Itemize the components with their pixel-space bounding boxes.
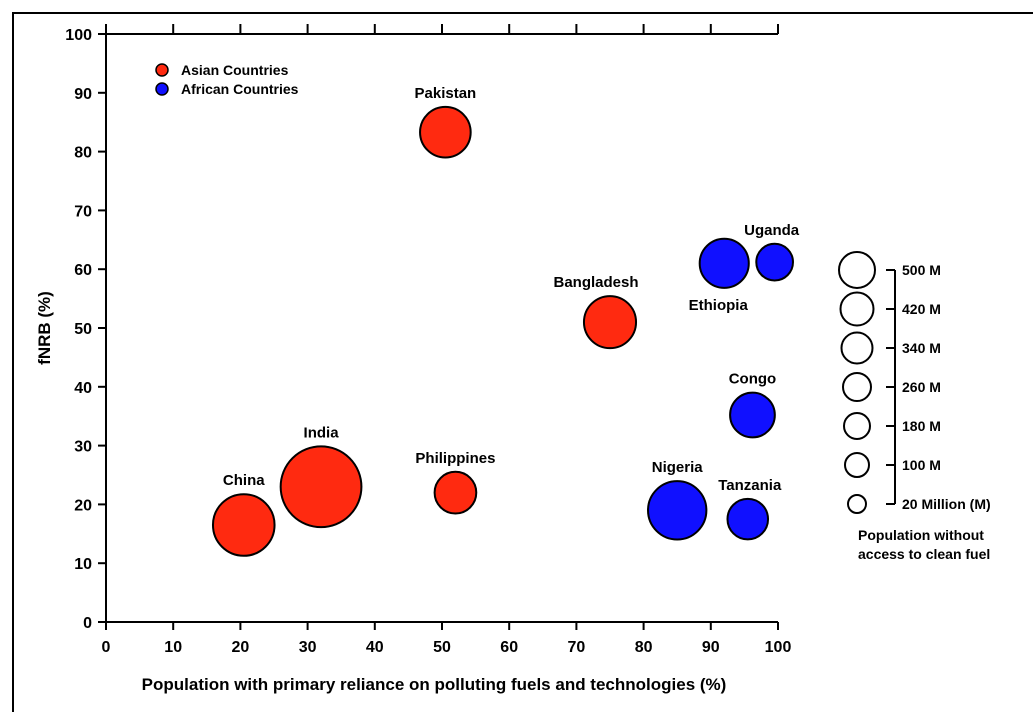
data-point [419, 105, 472, 159]
size-legend-label: 20 Million (M) [902, 496, 991, 512]
x-tick-label: 0 [102, 639, 111, 656]
legend-marker [155, 63, 169, 77]
size-legend-circle [843, 412, 871, 440]
point-label: Philippines [415, 450, 495, 467]
y-tick-label: 70 [74, 203, 92, 220]
x-axis-label: Population with primary reliance on poll… [142, 675, 727, 694]
x-tick-label: 90 [702, 639, 720, 656]
legend-marker [155, 82, 169, 96]
point-label: Uganda [744, 222, 800, 239]
size-legend-title: Population without [858, 527, 984, 543]
x-tick-label: 100 [765, 639, 792, 656]
y-tick-label: 100 [65, 27, 92, 44]
point-label: China [223, 472, 265, 489]
size-legend-label: 180 M [902, 418, 941, 434]
legend-label: Asian Countries [181, 62, 289, 78]
point-label: Tanzania [718, 477, 782, 494]
point-label: Pakistan [415, 85, 477, 102]
data-point [729, 391, 776, 439]
data-point [726, 497, 770, 541]
x-tick-label: 70 [568, 639, 586, 656]
scatter-chart: 0 10 20 30 40 50 60 70 80 90 100 0 10 20 30 40 50 60 70 80 9… [35, 24, 991, 694]
size-legend-title: access to clean fuel [858, 546, 990, 562]
x-tick-label: 40 [366, 639, 384, 656]
size-legend-label: 420 M [902, 301, 941, 317]
size-legend-circle [847, 494, 867, 514]
x-tick-label: 80 [635, 639, 653, 656]
y-tick-label: 10 [74, 556, 92, 573]
y-tick-label: 90 [74, 86, 92, 103]
y-axis-label: fNRB (%) [35, 291, 54, 365]
x-tick-label: 60 [500, 639, 518, 656]
data-point [433, 470, 478, 515]
point-label: Nigeria [652, 459, 704, 476]
size-legend-circle [842, 372, 872, 402]
size-legend-label: 500 M [902, 262, 941, 278]
data-point [211, 493, 276, 557]
legend-label: African Countries [181, 81, 299, 97]
y-tick-label: 40 [74, 380, 92, 397]
data-point [755, 242, 794, 282]
x-tick-label: 10 [164, 639, 182, 656]
point-label: Congo [729, 371, 776, 388]
size-legend-circle [838, 251, 876, 289]
y-tick-label: 60 [74, 262, 92, 279]
y-tick-label: 50 [74, 321, 92, 338]
y-tick-label: 20 [74, 497, 92, 514]
size-legend-circle [839, 291, 875, 327]
data-point [647, 480, 708, 541]
point-label: Bangladesh [553, 274, 638, 291]
figure-border [12, 12, 1033, 712]
point-label: Ethiopia [689, 297, 749, 314]
data-point [698, 237, 750, 289]
data-point [279, 445, 363, 529]
point-label: India [304, 424, 340, 441]
size-legend-label: 260 M [902, 379, 941, 395]
y-tick-label: 0 [83, 615, 92, 632]
x-tick-label: 50 [433, 639, 451, 656]
size-legend-circle [844, 452, 870, 478]
x-tick-label: 20 [232, 639, 250, 656]
data-point [582, 295, 638, 350]
size-legend-label: 340 M [902, 340, 941, 356]
x-tick-label: 30 [299, 639, 317, 656]
y-tick-label: 30 [74, 439, 92, 456]
size-legend-circle [840, 331, 874, 365]
y-tick-label: 80 [74, 145, 92, 162]
size-legend-label: 100 M [902, 457, 941, 473]
